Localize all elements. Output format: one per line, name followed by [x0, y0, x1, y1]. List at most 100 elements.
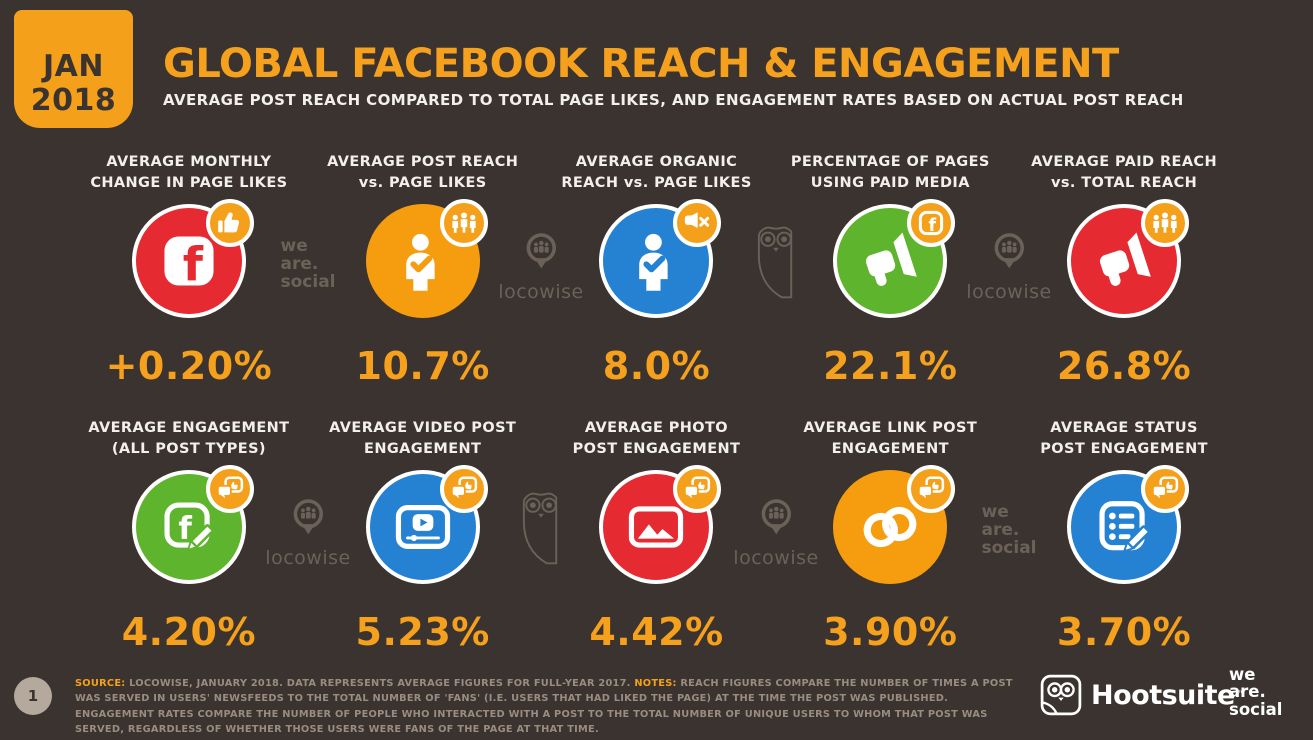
- stat-card-photo-post-engagement: AVERAGE PHOTO POST ENGAGEMENT 4.42%: [540, 418, 774, 654]
- stat-label: AVERAGE LINK POST ENGAGEMENT: [803, 420, 978, 458]
- we-are-social-logo: we are. social: [1229, 665, 1283, 719]
- locowise-pin-icon: [761, 499, 791, 535]
- stat-row-2: AVERAGE ENGAGEMENT (ALL POST TYPES) f: [72, 418, 1241, 654]
- stat-circle: [1067, 204, 1182, 319]
- stat-icon-group: [1044, 465, 1204, 598]
- like-comment-icon: [450, 476, 477, 503]
- date-badge: JAN 2018: [14, 10, 133, 128]
- hootsuite-owl-icon: [522, 492, 558, 565]
- stat-circle: [365, 204, 480, 319]
- locowise-label: locowise: [966, 281, 1052, 303]
- stat-card-engagement-all-post-types: AVERAGE ENGAGEMENT (ALL POST TYPES) f: [72, 418, 306, 654]
- stat-value: +0.20%: [105, 344, 273, 389]
- stat-card-paid-reach-vs-total-reach: AVERAGE PAID REACH vs. TOTAL REACH: [1007, 152, 1241, 388]
- stat-label: AVERAGE ENGAGEMENT (ALL POST TYPES): [88, 420, 290, 458]
- megaphone-icon: [1100, 232, 1151, 286]
- page-title: GLOBAL FACEBOOK REACH & ENGAGEMENT: [163, 41, 1119, 87]
- source-label: SOURCE:: [75, 678, 126, 689]
- megaphone-blocked-icon: [685, 212, 710, 229]
- facebook-post-icon: f: [164, 502, 214, 552]
- watermark-locowise: locowise: [498, 231, 583, 303]
- hootsuite-owl-icon: [757, 226, 793, 299]
- stat-badge: [205, 199, 254, 248]
- locowise-pin-icon: [293, 499, 323, 535]
- stat-badge: [205, 465, 254, 514]
- status-list-icon: [1099, 501, 1151, 553]
- stat-value: 22.1%: [823, 344, 958, 389]
- stat-icon-group: [810, 465, 970, 598]
- stat-icon-group: f: [810, 199, 970, 332]
- footnote: SOURCE: LOCOWISE, JANUARY 2018. DATA REP…: [75, 676, 1027, 737]
- stat-badge: [439, 465, 488, 514]
- stat-badge: [673, 199, 722, 248]
- like-comment-icon: [918, 476, 945, 503]
- svg-text:f: f: [183, 237, 204, 291]
- locowise-label: locowise: [733, 547, 819, 569]
- stat-value: 3.90%: [823, 610, 958, 655]
- megaphone-icon: [866, 232, 918, 286]
- date-year: 2018: [30, 83, 117, 118]
- trademark-symbol: ™: [1236, 690, 1246, 700]
- people-group-icon: [1153, 212, 1177, 233]
- stat-icon-group: [1044, 199, 1204, 332]
- stat-badge: [673, 465, 722, 514]
- watermark-we-are-social: we are. social: [981, 502, 1037, 558]
- stat-icon-group: [343, 465, 503, 598]
- like-comment-icon: [216, 476, 244, 503]
- page-number: 1: [14, 677, 52, 715]
- watermark-locowise: locowise: [966, 231, 1051, 303]
- like-comment-icon: [684, 476, 711, 503]
- stat-label: AVERAGE PHOTO POST ENGAGEMENT: [572, 420, 741, 458]
- stat-label: AVERAGE PAID REACH vs. TOTAL REACH: [1031, 154, 1218, 192]
- stat-badge: [439, 199, 488, 248]
- watermark-locowise: locowise: [265, 497, 350, 569]
- hootsuite-logo-owl-icon: [1040, 674, 1082, 716]
- stat-icon-group: [576, 199, 736, 332]
- stat-badge: [1141, 465, 1190, 514]
- hootsuite-brand-text: Hootsuite: [1091, 679, 1235, 711]
- source-text: LOCOWISE, JANUARY 2018. DATA REPRESENTS …: [125, 678, 635, 689]
- stat-badge: [1141, 199, 1190, 248]
- people-group-icon: [452, 212, 476, 233]
- stat-icon-group: [576, 465, 736, 598]
- facebook-square-icon: f: [164, 236, 214, 291]
- stat-icon-group: f: [109, 465, 269, 598]
- stat-value: 10.7%: [355, 344, 490, 389]
- thumbs-up-icon: [218, 212, 239, 233]
- stat-badge: [907, 465, 956, 514]
- watermark-hootsuite-owl: [512, 489, 570, 573]
- stat-card-video-post-engagement: AVERAGE VIDEO POST ENGAGEMENT: [306, 418, 540, 654]
- stat-value: 26.8%: [1056, 344, 1192, 389]
- stat-value: 3.70%: [1056, 610, 1192, 655]
- stat-value: 4.20%: [121, 610, 257, 655]
- video-player-icon: [395, 505, 450, 549]
- stat-value: 5.23%: [355, 610, 490, 655]
- stat-label: AVERAGE STATUS POST ENGAGEMENT: [1040, 420, 1208, 458]
- notes-label: NOTES:: [634, 678, 677, 689]
- stat-label: AVERAGE ORGANIC REACH vs. PAGE LIKES: [561, 154, 752, 192]
- stat-card-monthly-change-in-page-likes: AVERAGE MONTHLY CHANGE IN PAGE LIKES f: [72, 152, 306, 388]
- stat-label: AVERAGE VIDEO POST ENGAGEMENT: [329, 420, 517, 458]
- photo-icon: [629, 506, 684, 548]
- svg-text:f: f: [929, 216, 937, 236]
- locowise-label: locowise: [265, 547, 351, 569]
- stat-label: AVERAGE POST REACH vs. PAGE LIKES: [327, 154, 519, 192]
- stat-icon-group: f: [109, 199, 269, 332]
- stat-card-organic-reach-vs-page-likes: AVERAGE ORGANIC REACH vs. PAGE LIKES: [540, 152, 774, 388]
- watermark-we-are-social: we are. social: [280, 236, 336, 292]
- stat-card-status-post-engagement: AVERAGE STATUS POST ENGAGEMENT: [1007, 418, 1241, 654]
- stat-card-post-reach-vs-page-likes: AVERAGE POST REACH vs. PAGE LIKES: [306, 152, 540, 388]
- locowise-label: locowise: [498, 281, 584, 303]
- stat-card-link-post-engagement: AVERAGE LINK POST ENGAGEMENT: [773, 418, 1007, 654]
- like-comment-icon: [1152, 476, 1179, 503]
- stat-badge: f: [907, 199, 956, 248]
- person-check-icon: [639, 233, 669, 291]
- facebook-badge-icon: f: [919, 210, 944, 236]
- person-check-icon: [405, 233, 435, 291]
- link-rings-icon: [863, 506, 917, 548]
- stat-card-pages-using-paid-media: PERCENTAGE OF PAGES USING PAID MEDIA: [773, 152, 1007, 388]
- stat-value: 4.42%: [589, 610, 724, 655]
- watermark-locowise: locowise: [733, 497, 818, 569]
- svg-text:f: f: [178, 511, 192, 547]
